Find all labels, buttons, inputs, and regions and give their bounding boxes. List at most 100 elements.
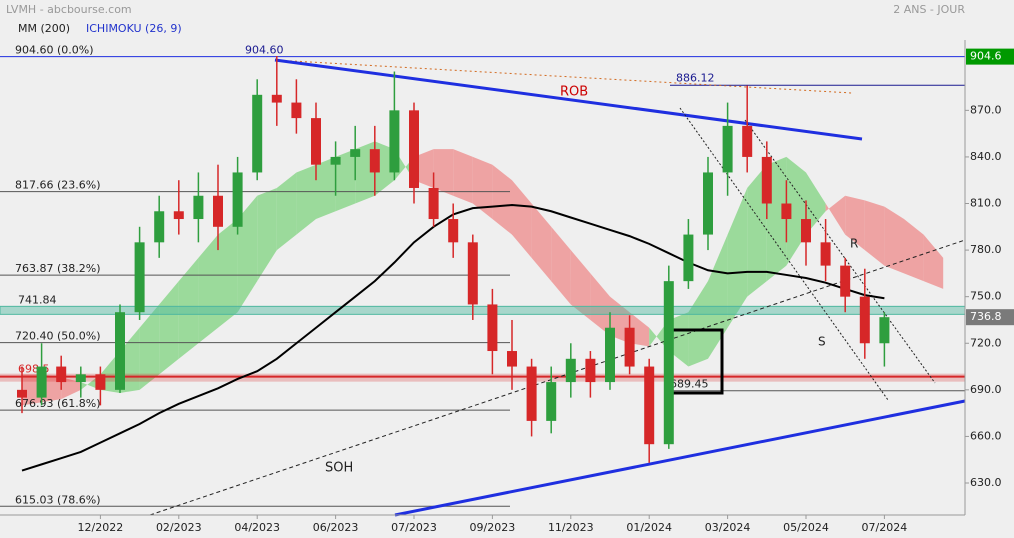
candle-body [56, 366, 67, 383]
candle-body [36, 366, 47, 398]
peak-label: 904.60 [245, 44, 284, 57]
candle-body [624, 327, 635, 367]
candle-body [840, 265, 851, 297]
cloud-segment [512, 180, 532, 258]
annotation: ROB [560, 85, 588, 100]
candle-body [526, 366, 537, 421]
candle-body [644, 366, 655, 445]
candle-body [134, 242, 145, 313]
candle-body [330, 156, 341, 165]
trend-line [274, 58, 863, 141]
x-tick-label: 05/2024 [783, 521, 829, 534]
candle-body [95, 374, 106, 390]
candle-body [605, 327, 615, 383]
period: 2 ANS - JOUR [893, 3, 965, 16]
candle-body [154, 211, 165, 243]
y-tick-label: 720.0 [970, 336, 1002, 349]
cloud-segment [845, 195, 865, 251]
y-tick-label: 660.0 [970, 429, 1002, 442]
candle-body [291, 102, 302, 119]
main-layer: 904.60 [17, 44, 890, 472]
x-tick-label: 07/2023 [391, 521, 437, 534]
cloud-segment [492, 164, 512, 235]
cloud-segment [551, 226, 571, 305]
cloud-segment [218, 219, 238, 328]
trend-line [274, 59, 853, 94]
y-tick-label: 870.0 [970, 103, 1002, 116]
candle-body [879, 317, 890, 344]
level-layer: 904.60 (0.0%) 817.66 (23.6%) 763.87 (38.2%… [0, 44, 966, 507]
cloud-layer [22, 141, 944, 406]
candle-body [663, 281, 674, 445]
x-tick-label: 04/2023 [234, 521, 280, 534]
candle-body [781, 203, 792, 220]
candle-body [428, 187, 439, 220]
cloud-segment [198, 234, 218, 344]
candle-body [17, 389, 27, 398]
y-tick-label: 780.0 [970, 243, 1002, 256]
candle-body [722, 125, 733, 173]
annotation: R [850, 237, 858, 251]
cloud-segment [923, 234, 944, 289]
candle-body [232, 172, 243, 227]
cloud-segment [61, 377, 81, 400]
x-tick-label: 06/2023 [313, 521, 359, 534]
x-tick-label: 09/2023 [470, 521, 516, 534]
fib-label: 763.87 (38.2%) [15, 262, 101, 275]
fib-label: 904.60 (0.0%) [15, 44, 94, 57]
chart-title: LVMH - abcbourse.com [6, 3, 132, 16]
candle-body [271, 94, 282, 103]
low-label: 689.45 [670, 378, 709, 391]
fib-label: 817.66 (23.6%) [15, 179, 101, 192]
candle-body [742, 125, 753, 157]
cloud-segment [727, 187, 748, 328]
y-tick-label: 750.0 [970, 290, 1002, 303]
x-tick-label: 01/2024 [626, 521, 672, 534]
x-tick-label: 07/2024 [862, 521, 908, 534]
candle-body [75, 374, 86, 383]
annotation: S [818, 335, 826, 349]
price-tag [966, 48, 1014, 65]
cloud-segment [825, 195, 846, 235]
price-tag-label: 904.6 [970, 50, 1002, 63]
candle-body [467, 242, 478, 305]
cloud-segment [531, 203, 552, 282]
zone-label: 741.84 [18, 293, 57, 306]
annotation: SOH [325, 461, 353, 476]
cloud-segment [257, 187, 277, 282]
cloud-segment [139, 304, 160, 390]
cloud-segment [159, 281, 179, 375]
legend-cloud: ICHIMOKU (26, 9) [86, 22, 182, 35]
price-tag [966, 309, 1014, 326]
fib-label: 720.40 (50.0%) [15, 330, 101, 343]
y-tick-label: 630.0 [970, 476, 1002, 489]
cloud-segment [904, 219, 924, 282]
candle-body [409, 110, 419, 188]
cloud-segment [472, 156, 493, 220]
candle-body [487, 304, 498, 352]
cloud-segment [316, 156, 336, 220]
peak-label: 886.12 [676, 71, 715, 84]
x-tick-label: 12/2022 [78, 521, 124, 534]
candle-body [448, 219, 459, 243]
cloud-segment [453, 149, 473, 204]
cloud-segment [864, 200, 885, 266]
candle-body [213, 195, 223, 227]
cloud-segment [433, 149, 454, 196]
candle-body [761, 156, 772, 204]
candle-body [859, 296, 870, 344]
legend-ma: MM (200) [18, 22, 70, 35]
candle-body [801, 219, 811, 243]
cloud-segment [884, 206, 904, 274]
candle-body [369, 149, 380, 173]
cloud-segment [688, 281, 708, 367]
candle-body [565, 358, 576, 383]
candle-body [252, 94, 263, 173]
candle-body [585, 358, 596, 383]
cloud-segment [590, 273, 610, 336]
cloud-segment [708, 234, 728, 359]
zone [0, 305, 966, 315]
